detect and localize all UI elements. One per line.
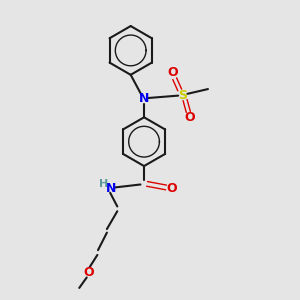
Text: N: N: [139, 92, 149, 105]
Text: O: O: [166, 182, 177, 194]
Text: O: O: [84, 266, 94, 279]
Text: O: O: [167, 66, 178, 79]
Text: O: O: [185, 111, 195, 124]
Text: N: N: [106, 182, 116, 194]
Text: S: S: [178, 88, 187, 101]
Text: H: H: [99, 179, 108, 189]
